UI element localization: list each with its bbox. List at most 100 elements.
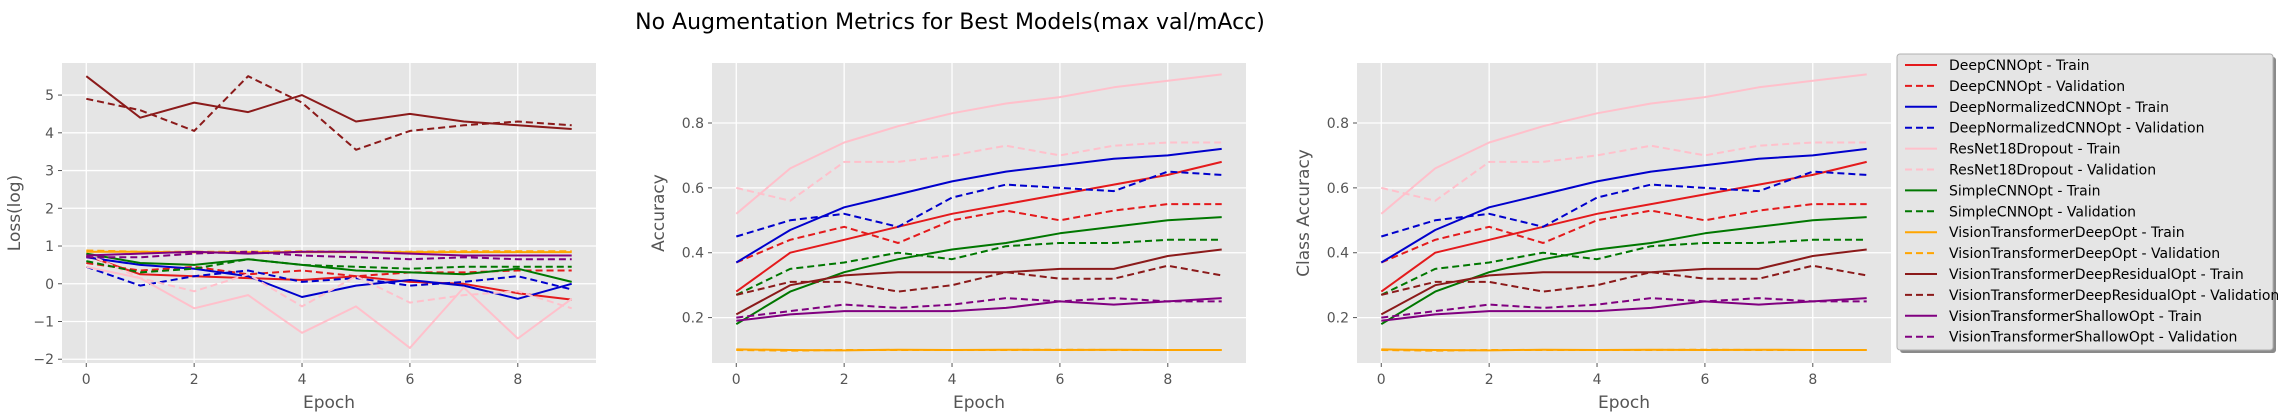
legend-label: SimpleCNNOpt - Validation (1949, 204, 2136, 220)
x-tick-label: 8 (1163, 372, 1172, 388)
series-line (735, 203, 1222, 264)
y-axis-label: Class Accuracy (1294, 149, 1314, 277)
series-line (86, 252, 572, 283)
legend-label: VisionTransformerDeepResidualOpt - Train (1949, 267, 2244, 283)
series-line (86, 250, 572, 257)
series-line (86, 262, 572, 278)
y-tick-label: 0.4 (1327, 246, 1349, 262)
legend-entry: VisionTransformerDeepOpt - Train (1905, 225, 2185, 241)
x-axis-label: Epoch (303, 393, 355, 413)
series-line (1381, 264, 1867, 296)
series-line (1380, 238, 1867, 296)
legend-label: DeepNormalizedCNNOpt - Train (1949, 100, 2169, 116)
legend-entry: VisionTransformerDeepOpt - Validation (1905, 246, 2220, 262)
series-line (735, 147, 1222, 264)
x-tick-label: 8 (1808, 372, 1817, 388)
series-line (1381, 297, 1867, 319)
series-line (86, 250, 572, 261)
legend-box (1896, 53, 2274, 351)
legend-entry: DeepNormalizedCNNOpt - Validation (1905, 121, 2205, 137)
y-axis-label: Accuracy (649, 174, 669, 252)
legend-label: SimpleCNNOpt - Train (1949, 183, 2100, 199)
series-line (1380, 248, 1867, 316)
legend-entry: DeepNormalizedCNNOpt - Train (1905, 100, 2169, 116)
y-tick-label: 0.4 (682, 246, 704, 262)
x-tick-label: 6 (405, 372, 414, 388)
series-line (85, 75, 572, 130)
y-tick-label: −1 (33, 314, 54, 330)
legend-entry: VisionTransformerDeepResidualOpt - Valid… (1905, 288, 2278, 304)
series-line (85, 254, 572, 301)
legend-label: VisionTransformerShallowOpt - Train (1949, 309, 2202, 325)
series-line (86, 265, 573, 349)
y-tick-label: 0.8 (1327, 116, 1349, 132)
y-tick-label: 0.2 (682, 311, 704, 327)
x-tick-label: 2 (1485, 372, 1494, 388)
plot-area (62, 63, 596, 363)
series-line (735, 73, 1222, 215)
figure-title: No Augmentation Metrics for Best Models(… (635, 10, 1265, 35)
legend: DeepCNNOpt - Train DeepCNNOpt - Validatio… (1896, 53, 2278, 353)
y-tick-label: 2 (45, 201, 54, 217)
legend-label: VisionTransformerDeepOpt - Validation (1949, 246, 2220, 262)
series-line (735, 238, 1222, 296)
legend-label: VisionTransformerDeepOpt - Train (1949, 225, 2185, 241)
series-line (1380, 73, 1867, 215)
series-line (85, 252, 573, 310)
legend-label: DeepCNNOpt - Train (1949, 58, 2090, 74)
y-tick-label: 1 (45, 239, 54, 255)
y-tick-label: 0.6 (1327, 181, 1349, 197)
legend-entry: DeepCNNOpt - Validation (1905, 79, 2125, 95)
series-line (1381, 297, 1867, 322)
subplot-1: 0 2 4 6 8 −2 −1 0 1 2 3 4 5 Epoch Loss(log) (5, 63, 596, 413)
series-line (736, 170, 1222, 238)
y-axis-label: Loss(log) (5, 175, 25, 251)
legend-label: ResNet18Dropout - Validation (1949, 163, 2156, 179)
legend-entry: VisionTransformerShallowOpt - Train (1905, 309, 2202, 325)
series-line (736, 297, 1222, 322)
series-line (1380, 147, 1867, 264)
legend-entry: VisionTransformerDeepResidualOpt - Train (1905, 267, 2244, 283)
subplot-3: 0 2 4 6 8 0.2 0.4 0.6 0.8 Epoch Class Accuracy (1294, 63, 1891, 413)
legend-entry: ResNet18Dropout - Train (1905, 142, 2121, 158)
y-tick-label: 0.2 (1327, 311, 1349, 327)
series-line (1381, 348, 1867, 352)
series-line (85, 265, 572, 291)
x-tick-label: 4 (298, 372, 307, 388)
x-tick-label: 2 (190, 372, 199, 388)
x-tick-label: 4 (1593, 372, 1602, 388)
y-tick-label: 0.8 (682, 116, 704, 132)
legend-entry: ResNet18Dropout - Validation (1905, 163, 2156, 179)
series-line (736, 264, 1222, 296)
y-tick-label: 3 (45, 164, 54, 180)
x-axis-label: Epoch (953, 393, 1005, 413)
legend-entry: SimpleCNNOpt - Validation (1905, 204, 2136, 220)
y-tick-label: 0.6 (682, 181, 704, 197)
x-tick-label: 0 (1377, 372, 1386, 388)
y-tick-label: 4 (45, 126, 54, 142)
x-tick-label: 8 (513, 372, 522, 388)
x-tick-label: 6 (1700, 372, 1709, 388)
x-tick-label: 2 (840, 372, 849, 388)
legend-entry: DeepCNNOpt - Train (1905, 58, 2090, 74)
legend-label: VisionTransformerDeepResidualOpt - Valid… (1949, 288, 2278, 304)
series-line (735, 160, 1222, 293)
series-line (736, 297, 1222, 319)
x-axis-label: Epoch (1598, 393, 1650, 413)
legend-entry: SimpleCNNOpt - Train (1905, 183, 2100, 199)
legend-label: DeepNormalizedCNNOpt - Validation (1949, 121, 2205, 137)
series-line (735, 248, 1222, 316)
series-line (86, 258, 572, 274)
legend-label: VisionTransformerShallowOpt - Validation (1949, 330, 2237, 346)
subplot-2: 0 2 4 6 8 0.2 0.4 0.6 0.8 Epoch Accuracy (649, 63, 1246, 413)
y-tick-label: −2 (33, 352, 54, 368)
series-line (736, 348, 1222, 352)
series-line (1380, 160, 1867, 293)
x-tick-label: 4 (948, 372, 957, 388)
series-line (1380, 203, 1867, 264)
subplots: 0 2 4 6 8 −2 −1 0 1 2 3 4 5 Epoch Loss(log) 0 2 4 6 8 0.2 0.4… (5, 63, 1891, 413)
legend-label: ResNet18Dropout - Train (1949, 142, 2121, 158)
y-tick-label: 5 (45, 88, 54, 104)
x-tick-label: 0 (732, 372, 741, 388)
